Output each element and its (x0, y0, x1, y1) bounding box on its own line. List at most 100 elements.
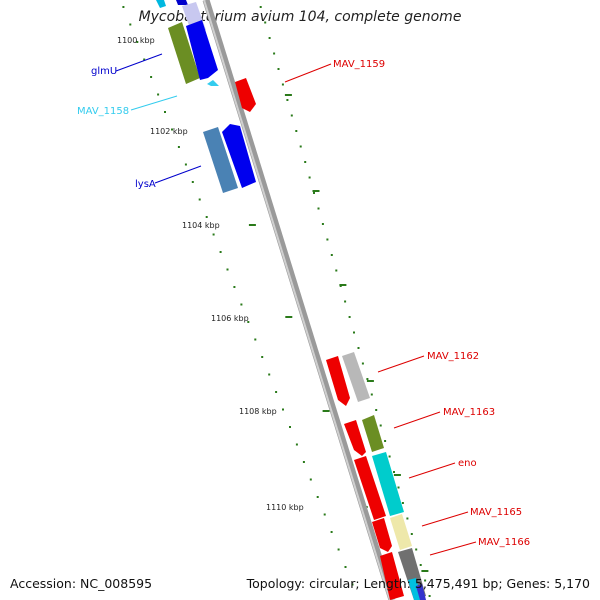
scale-label-1102: 1102 kbp (150, 127, 188, 136)
leader-MAV_1162 (377, 355, 425, 373)
scale-major-tick (339, 284, 347, 286)
gene-feature-top-blue[interactable] (176, 0, 188, 5)
scale-dot (344, 300, 347, 303)
gene-label-leaders (115, 53, 477, 556)
scale-dot (191, 181, 194, 183)
map-title: Mycobacterium avium 104, complete genome (138, 9, 462, 25)
scale-dot (205, 216, 208, 218)
gene-feature-MAV_1166[interactable] (380, 552, 404, 600)
gene-features (156, 0, 426, 600)
leader-eno (408, 462, 456, 479)
scale-dot (247, 321, 250, 323)
scale-major-tick (322, 410, 330, 412)
scale-dot (326, 238, 329, 241)
scale-major-tick (312, 190, 320, 192)
scale-dot (309, 478, 312, 481)
accession-text: Accession: NC_008595 (10, 576, 153, 591)
scale-dot (261, 356, 264, 358)
gene-label-glmU[interactable]: glmU (91, 66, 117, 77)
scale-dot (337, 548, 340, 551)
scale-major-tick (285, 316, 293, 318)
scale-dot (254, 338, 257, 341)
scale-dot (150, 76, 153, 78)
scale-dot (302, 461, 305, 463)
gene-feature-eno-red[interactable] (354, 456, 386, 520)
scale-dot (388, 455, 391, 458)
scale-dot (428, 595, 431, 597)
scale-dot (397, 486, 400, 489)
scale-dot (219, 251, 222, 253)
scale-dot (129, 23, 132, 26)
scale-dot (351, 583, 354, 586)
leader-glmU (115, 53, 163, 72)
scale-dot (323, 513, 326, 516)
gene-feature-top-cyan[interactable] (156, 0, 166, 8)
scale-label-1104: 1104 kbp (182, 221, 220, 230)
gene-label-MAV_1158[interactable]: MAV_1158 (77, 106, 129, 117)
scale-label-1108: 1108 kbp (239, 407, 277, 416)
gene-feature-steelblue[interactable] (203, 127, 238, 193)
gene-label-MAV_1159[interactable]: MAV_1159 (333, 59, 385, 70)
scale-dot (304, 161, 307, 163)
scale-dot (184, 163, 187, 166)
scale-dot (366, 378, 369, 380)
scale-dotted-line (122, 6, 431, 597)
scale-dot (171, 128, 173, 131)
scale-dot (316, 496, 319, 498)
scale-dot (295, 443, 298, 446)
scale-dot (335, 269, 338, 272)
scale-dot (259, 6, 262, 8)
gene-feature-glmU[interactable] (186, 20, 218, 80)
gene-feature-olive-1163[interactable] (362, 415, 384, 452)
gene-feature-MAV_1163[interactable] (344, 420, 366, 456)
gene-labels: glmU MAV_1158 MAV_1159 lysA MAV_1162 MAV… (77, 59, 530, 548)
gene-label-MAV_1163[interactable]: MAV_1163 (443, 407, 495, 418)
scale-dot (212, 233, 215, 236)
scale-dot (330, 531, 333, 533)
leader-MAV_1159 (284, 63, 332, 83)
scale-dot (348, 316, 351, 318)
scale-dot (273, 52, 276, 55)
scale-dot (393, 471, 395, 473)
scale-dot (136, 41, 139, 43)
gene-feature-eno-cyan[interactable] (372, 452, 404, 516)
scale-major-tick (248, 224, 256, 226)
scale-dot (419, 564, 422, 566)
leader-lysA (154, 165, 202, 184)
scale-dot (275, 391, 278, 393)
scale-dot (289, 426, 291, 428)
scale-dot (177, 146, 180, 148)
scale-dot (290, 114, 293, 117)
gene-feature-khaki-1165[interactable] (390, 514, 412, 550)
scale-dot (353, 331, 355, 334)
gene-feature-olive[interactable] (168, 22, 200, 84)
scale-dot (424, 579, 427, 582)
gene-feature-MAV_1158[interactable] (207, 80, 219, 86)
scale-dot (313, 192, 315, 194)
scale-dot (361, 362, 364, 365)
gene-feature-blue-1166[interactable] (416, 584, 426, 600)
scale-label-1106: 1106 kbp (211, 314, 249, 323)
gene-feature-MAV_1165[interactable] (372, 518, 392, 552)
gene-label-lysA[interactable]: lysA (135, 179, 156, 190)
scale-major-tick (366, 380, 374, 382)
scale-dot (286, 99, 289, 101)
gene-feature-MAV_1159[interactable] (235, 78, 256, 112)
scale-dot (268, 373, 271, 376)
gene-label-eno[interactable]: eno (458, 458, 477, 469)
scale-dot (164, 111, 166, 113)
scale-dot (268, 37, 271, 39)
gene-feature-lysA[interactable] (222, 124, 256, 188)
gene-label-MAV_1162[interactable]: MAV_1162 (427, 351, 479, 362)
scale-dot (410, 533, 413, 535)
gene-label-MAV_1166[interactable]: MAV_1166 (478, 537, 530, 548)
gene-feature-MAV_1162[interactable] (326, 356, 350, 406)
scale-dot (157, 93, 160, 96)
leader-MAV_1166 (429, 541, 477, 556)
scale-dot (370, 393, 373, 396)
genome-backbone (202, 0, 396, 600)
scale-dot (357, 347, 360, 349)
gene-feature-grey-1162[interactable] (342, 352, 370, 402)
gene-label-MAV_1165[interactable]: MAV_1165 (470, 507, 522, 518)
